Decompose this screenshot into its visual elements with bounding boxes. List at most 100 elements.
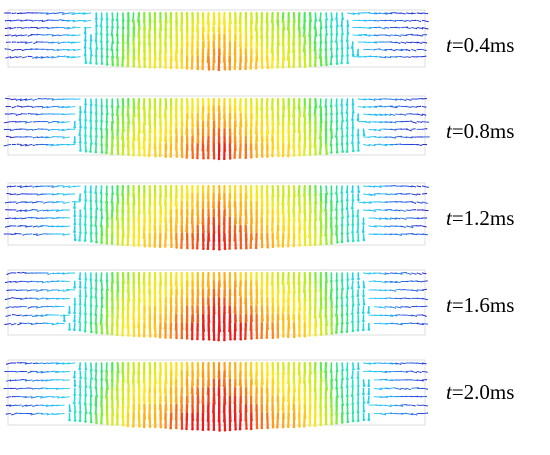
vector-head (147, 154, 151, 158)
vector-head (404, 56, 406, 58)
vector-head (414, 12, 416, 15)
velocity-vector (41, 19, 49, 22)
vector-head (420, 128, 422, 130)
vector-head (27, 307, 29, 309)
vector-head (95, 17, 98, 20)
vector-head (51, 289, 53, 291)
vector-head (346, 287, 350, 290)
velocity-vector (395, 225, 403, 228)
velocity-vector (5, 280, 12, 283)
vector-head (399, 42, 401, 44)
velocity-vector (4, 34, 12, 36)
vector-head (52, 297, 54, 299)
velocity-vector (71, 56, 81, 59)
velocity-vector (421, 314, 427, 317)
vector-head (63, 194, 65, 196)
vector-head (4, 12, 6, 14)
velocity-vector (281, 232, 285, 248)
vector-head (271, 336, 275, 339)
vector-head (426, 13, 429, 15)
vector-head (276, 65, 279, 69)
velocity-vector (389, 289, 396, 292)
vector-head (6, 380, 8, 382)
velocity-vector (20, 209, 28, 212)
vector-head (47, 273, 49, 275)
vector-head (228, 68, 232, 71)
vector-head (31, 388, 34, 390)
velocity-vector (40, 225, 49, 227)
vector-head (63, 319, 66, 323)
vector-head (380, 186, 382, 188)
velocity-vector (46, 12, 54, 15)
velocity-vector (6, 362, 12, 365)
velocity-vector (405, 209, 411, 211)
vector-head (239, 246, 243, 250)
vector-head (298, 65, 302, 68)
velocity-vector (55, 413, 65, 415)
vector-head (314, 153, 317, 156)
vector-head (308, 334, 311, 337)
vector-head (415, 273, 417, 275)
vector-head (50, 405, 53, 407)
vector-head (71, 13, 73, 15)
vector-head (73, 384, 77, 387)
vector-head (351, 277, 355, 281)
vector-head (62, 137, 64, 139)
velocity-vector (60, 314, 70, 317)
velocity-vector (357, 98, 367, 101)
velocity-vector (47, 128, 54, 131)
vector-head (45, 380, 47, 382)
vector-head (25, 226, 27, 228)
vector-head (41, 41, 43, 43)
velocity-vector (191, 232, 194, 250)
velocity-vector (389, 121, 397, 124)
velocity-vector (411, 217, 419, 220)
vector-head (63, 217, 65, 219)
vector-head (16, 395, 18, 397)
vector-head (84, 61, 88, 64)
vector-head (374, 145, 376, 147)
velocity-vector (255, 232, 258, 249)
vector-head (31, 202, 34, 204)
velocity-vector (389, 113, 395, 116)
vector-head (47, 19, 49, 21)
velocity-vector (416, 143, 422, 146)
vector-head (409, 298, 411, 300)
vector-head (409, 306, 411, 309)
velocity-vector (148, 143, 151, 157)
vector-head (68, 328, 71, 331)
vector-head (41, 306, 43, 308)
velocity-vector (21, 34, 28, 37)
vector-head (132, 153, 135, 157)
vector-head (83, 27, 86, 29)
velocity-vector (379, 225, 386, 228)
velocity-vector (56, 217, 65, 219)
vector-head (416, 290, 418, 292)
vector-head (67, 49, 69, 51)
vector-head (46, 305, 49, 307)
vector-head (21, 49, 23, 52)
vector-head (254, 246, 258, 250)
velocity-vector (405, 322, 412, 325)
vector-head (37, 412, 39, 414)
vector-head (11, 143, 14, 146)
velocity-vector (9, 404, 17, 407)
vector-head (143, 65, 146, 68)
vector-head (143, 244, 147, 248)
vector-head (62, 13, 64, 15)
vector-head (42, 297, 44, 299)
velocity-vector (389, 106, 398, 108)
vector-head (100, 151, 104, 154)
velocity-vector (36, 370, 44, 374)
vector-head (375, 42, 377, 44)
velocity-vector (395, 98, 402, 101)
velocity-vector (223, 232, 227, 250)
vector-head (3, 145, 5, 147)
vector-head (169, 336, 172, 339)
vector-head (249, 246, 252, 249)
velocity-vector (66, 27, 76, 30)
vector-head (3, 388, 5, 390)
vector-head (346, 239, 350, 243)
velocity-vector (25, 314, 33, 317)
velocity-vector (6, 396, 12, 398)
